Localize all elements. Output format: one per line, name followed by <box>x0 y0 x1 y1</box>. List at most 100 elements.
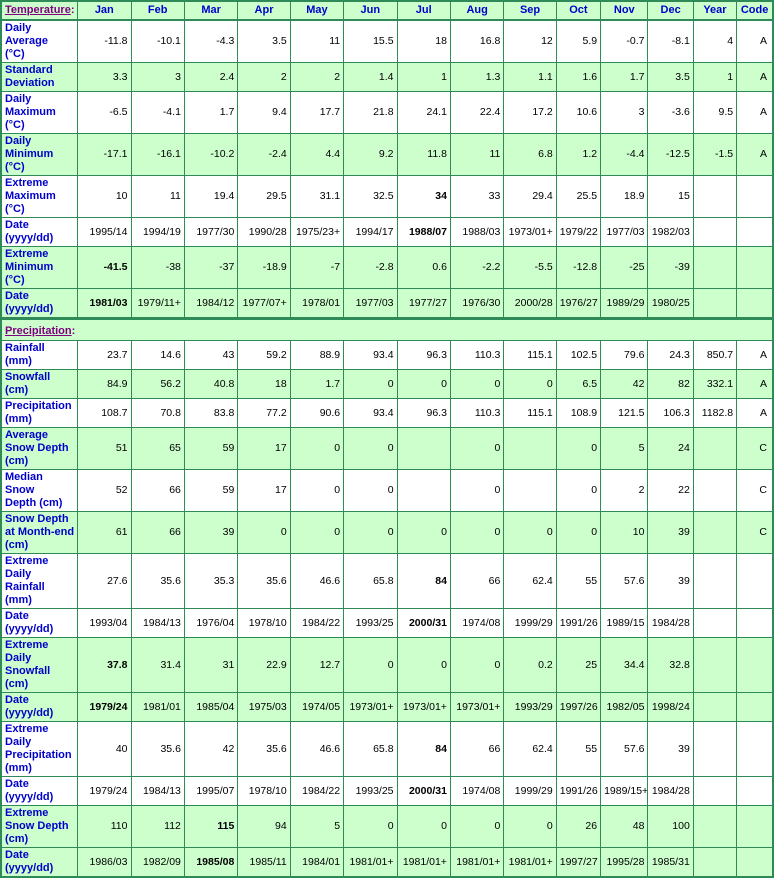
value-cell: 6.8 <box>503 133 557 176</box>
value-cell: 1977/30 <box>183 217 239 247</box>
value-cell: 31.4 <box>130 637 185 693</box>
value-cell: 34 <box>396 175 451 218</box>
precipitation-section-title-link[interactable]: Precipitation <box>5 325 72 337</box>
value-cell: 108.9 <box>555 398 602 428</box>
code-cell: A <box>736 340 774 370</box>
value-cell: 1976/27 <box>555 288 602 319</box>
column-header-year: Year <box>692 0 738 21</box>
value-cell: 0 <box>396 637 451 693</box>
value-cell: 0 <box>396 369 451 399</box>
value-cell: 5 <box>289 805 345 848</box>
value-cell: 1974/05 <box>289 692 345 722</box>
value-cell: 16.8 <box>449 19 505 63</box>
value-cell: 79.6 <box>600 340 649 370</box>
year-cell <box>692 805 738 848</box>
value-cell: 0 <box>237 511 291 554</box>
value-cell: 11 <box>289 19 345 63</box>
value-cell: 18.9 <box>600 175 649 218</box>
value-cell: 93.4 <box>343 398 398 428</box>
value-cell: 42 <box>600 369 649 399</box>
value-cell: 0 <box>555 469 602 512</box>
code-cell <box>736 246 774 289</box>
value-cell: 90.6 <box>289 398 345 428</box>
row-label: Date (yyyy/dd) <box>0 692 79 722</box>
value-cell: -41.5 <box>77 246 132 289</box>
value-cell: 1981/01+ <box>396 847 451 878</box>
value-cell: 18 <box>237 369 291 399</box>
value-cell: 1979/24 <box>77 776 132 806</box>
value-cell: 1993/25 <box>343 608 398 638</box>
row-label: Date (yyyy/dd) <box>0 217 79 247</box>
value-cell: 0 <box>343 427 398 470</box>
value-cell: 1984/22 <box>289 608 345 638</box>
value-cell: 61 <box>77 511 132 554</box>
value-cell: 1977/03 <box>343 288 398 319</box>
value-cell: 115.1 <box>503 398 557 428</box>
value-cell: -10.2 <box>183 133 239 176</box>
value-cell: 59 <box>183 469 239 512</box>
value-cell: 0 <box>503 511 557 554</box>
value-cell: -12.5 <box>647 133 694 176</box>
value-cell: 11 <box>449 133 505 176</box>
section-colon: : <box>70 4 75 16</box>
value-cell: 35.6 <box>130 553 185 609</box>
value-cell: 1985/31 <box>647 847 694 878</box>
value-cell: 1990/28 <box>237 217 291 247</box>
value-cell: 1979/22 <box>555 217 602 247</box>
value-cell: 1984/13 <box>130 776 185 806</box>
value-cell: 93.4 <box>343 340 398 370</box>
table-row: Date (yyyy/dd) 1981/03 1979/11+ 1984/12 1977… <box>0 288 774 319</box>
value-cell: 1995/28 <box>600 847 649 878</box>
value-cell: 1.2 <box>555 133 602 176</box>
table-row: Standard Deviation 3.3 3 2.4 2 2 1.4 1 1.3 1.1 1.6… <box>0 62 774 92</box>
value-cell: 3.5 <box>237 19 291 63</box>
year-cell <box>692 469 738 512</box>
table-row: Daily Minimum (°C) -17.1 -16.1 -10.2 -2.4 4.4… <box>0 133 774 176</box>
value-cell: 11 <box>130 175 185 218</box>
column-header-row: Temperature: Jan Feb Mar Apr May Jun Jul Aug Sep O… <box>0 0 774 21</box>
value-cell: 1994/17 <box>343 217 398 247</box>
value-cell: 83.8 <box>183 398 239 428</box>
value-cell: 0 <box>396 805 451 848</box>
table-row: Date (yyyy/dd) 1993/04 1984/13 1976/04 1978/… <box>0 608 774 638</box>
value-cell: 0 <box>449 427 505 470</box>
code-cell <box>736 553 774 609</box>
value-cell: 3.3 <box>77 62 132 92</box>
value-cell: 66 <box>449 553 505 609</box>
value-cell: -4.3 <box>183 19 239 63</box>
value-cell: 24.1 <box>396 91 451 134</box>
table-row: Extreme Daily Snowfall (cm) 37.8 31.4 31 22.… <box>0 637 774 693</box>
column-header-oct: Oct <box>555 0 602 21</box>
value-cell: 62.4 <box>503 721 557 777</box>
value-cell: 24.3 <box>647 340 694 370</box>
value-cell: 1985/04 <box>183 692 239 722</box>
value-cell: 1981/01+ <box>343 847 398 878</box>
value-cell: 1984/13 <box>130 608 185 638</box>
value-cell: 1975/23+ <box>289 217 345 247</box>
code-cell <box>736 175 774 218</box>
year-cell: 1 <box>692 62 738 92</box>
row-label: Date (yyyy/dd) <box>0 288 79 319</box>
value-cell: 1997/26 <box>555 692 602 722</box>
row-label: Precipitation (mm) <box>0 398 79 428</box>
value-cell: 1975/03 <box>237 692 291 722</box>
temperature-section-header: Temperature: <box>0 0 79 21</box>
value-cell: 1993/29 <box>503 692 557 722</box>
value-cell: 0 <box>343 511 398 554</box>
value-cell: -3.6 <box>647 91 694 134</box>
year-cell <box>692 288 738 319</box>
value-cell: 0 <box>449 805 505 848</box>
temperature-section-title-link[interactable]: Temperature <box>5 4 71 16</box>
year-cell <box>692 217 738 247</box>
value-cell: -16.1 <box>130 133 185 176</box>
value-cell: 0 <box>449 469 505 512</box>
value-cell: 1998/24 <box>647 692 694 722</box>
table-row: Precipitation (mm) 108.7 70.8 83.8 77.2 90.6 9… <box>0 398 774 428</box>
value-cell: 17.7 <box>289 91 345 134</box>
value-cell: 1981/03 <box>77 288 132 319</box>
row-label: Rainfall (mm) <box>0 340 79 370</box>
value-cell: 15.5 <box>343 19 398 63</box>
value-cell: 43 <box>183 340 239 370</box>
value-cell: 65.8 <box>343 553 398 609</box>
